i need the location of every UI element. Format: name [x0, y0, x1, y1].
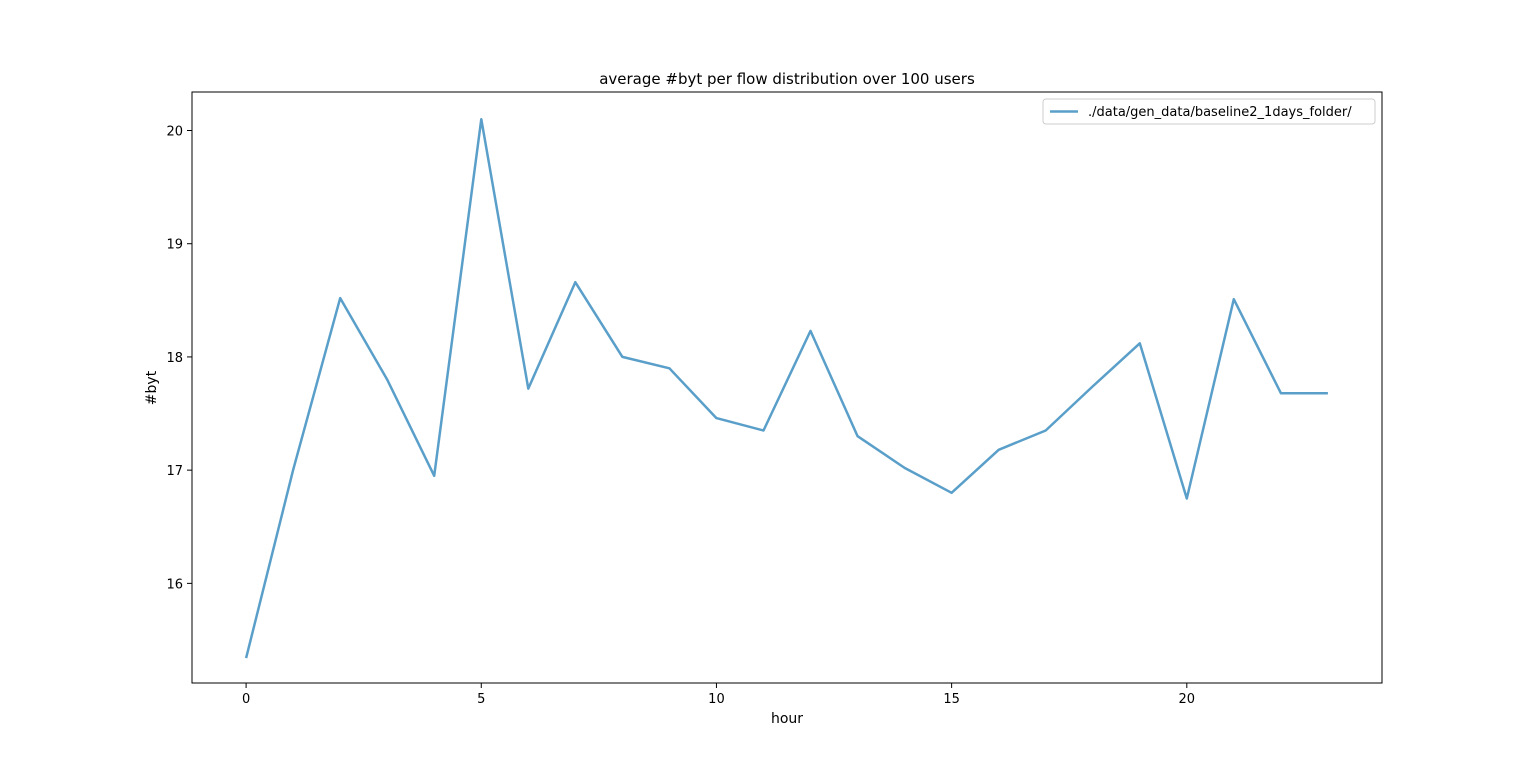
legend-frame	[1042, 98, 1376, 125]
x-tick-label: 10	[708, 692, 725, 707]
plot-area	[191, 91, 1383, 684]
x-tick-label: 15	[943, 692, 960, 707]
series-line	[244, 117, 1328, 659]
y-tick-label: 17	[166, 464, 183, 479]
y-tick-label: 19	[166, 238, 183, 253]
x-tick-label: 0	[242, 692, 250, 707]
x-tick-label: 5	[477, 692, 485, 707]
y-tick-label: 16	[166, 577, 183, 592]
x-axis-ticks: 0 5 10 15 20	[242, 683, 1195, 707]
y-axis-label: #byt	[144, 370, 160, 405]
y-tick-label: 18	[166, 351, 183, 366]
y-tick-label: 20	[166, 124, 183, 139]
x-tick-label: 20	[1179, 692, 1196, 707]
legend: ./data/gen_data/baseline2_1days_folder/	[1042, 98, 1376, 125]
legend-label: ./data/gen_data/baseline2_1days_folder/	[1088, 105, 1352, 120]
plot-frame	[191, 91, 1383, 684]
chart-title: average #byt per flow distribution over …	[599, 70, 975, 88]
x-axis-label: hour	[771, 711, 803, 727]
y-axis-ticks: 16 17 18 19 20	[166, 124, 192, 592]
